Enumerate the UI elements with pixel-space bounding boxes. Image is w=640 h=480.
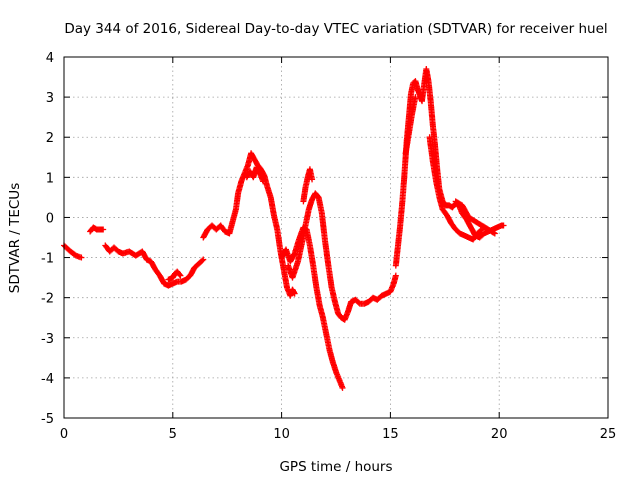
data-point	[491, 230, 498, 237]
y-tick-label: 0	[46, 211, 54, 226]
data-point	[199, 257, 206, 264]
data-point	[339, 384, 346, 391]
data-point	[392, 272, 399, 279]
plot-frame	[63, 56, 609, 419]
x-tick-label: 25	[600, 427, 617, 442]
data-point	[309, 176, 316, 183]
y-tick-label: 1	[46, 171, 54, 186]
y-tick-label: -1	[41, 252, 54, 267]
series-sdtvar	[61, 66, 507, 391]
data-point	[490, 229, 497, 236]
y-tick-label: 2	[46, 131, 54, 146]
y-tick-label: 4	[46, 51, 54, 66]
y-axis-label: SDTVAR / TECUs	[7, 183, 23, 293]
axis-ticks: 0 5 10 15 20 25 -5 -4 -3 -2 -1 0 1 2 3 4	[41, 51, 616, 442]
y-tick-label: -2	[41, 292, 54, 307]
data-point	[260, 178, 267, 185]
x-axis-label: GPS time / hours	[279, 459, 392, 475]
data-point	[177, 272, 184, 279]
grid	[64, 57, 608, 418]
y-tick-label: -5	[41, 412, 54, 427]
x-tick-label: 0	[60, 427, 68, 442]
chart-title: Day 344 of 2016, Sidereal Day-to-day VTE…	[64, 21, 607, 37]
data-point	[412, 94, 419, 101]
y-tick-label: -3	[41, 332, 54, 347]
data-point	[477, 227, 484, 234]
y-tick-label: -4	[41, 372, 54, 387]
data-point	[200, 256, 207, 263]
x-tick-label: 5	[169, 427, 177, 442]
data-point	[291, 290, 298, 297]
x-tick-label: 20	[491, 427, 508, 442]
x-tick-label: 10	[273, 427, 290, 442]
data-point	[78, 254, 85, 261]
data-point	[100, 226, 107, 233]
data-point	[176, 271, 183, 278]
x-tick-label: 15	[382, 427, 399, 442]
data-point	[500, 222, 507, 229]
y-tick-label: 3	[46, 91, 54, 106]
